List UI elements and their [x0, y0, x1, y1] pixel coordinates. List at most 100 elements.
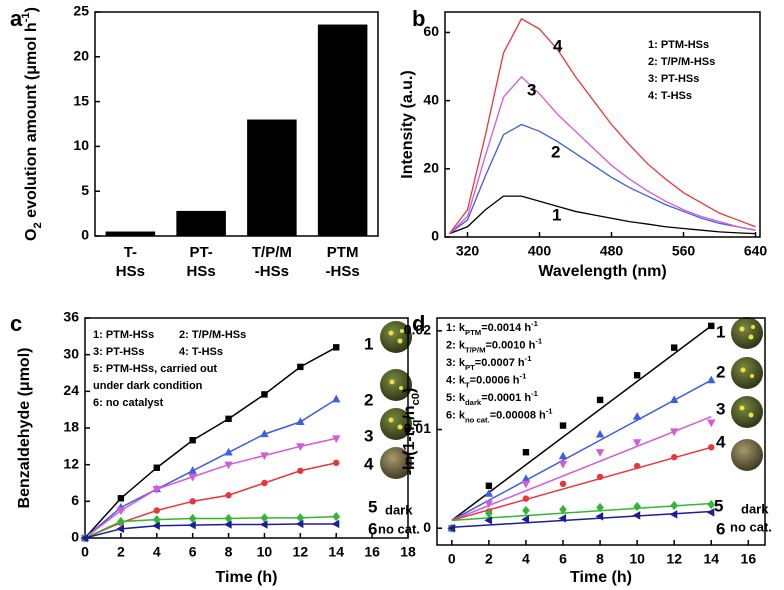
legend-entry: 1: PTM-HSs [93, 329, 155, 341]
marker [521, 480, 531, 489]
series-line [449, 75, 756, 235]
x-tick-label: 14 [703, 551, 719, 567]
legend-entry: 3: kPT=0.0007 h-1 [446, 354, 532, 372]
marker [670, 500, 679, 511]
marker [331, 435, 341, 443]
marker [260, 513, 269, 523]
y-axis-title: Benzaldehyde (μmol) [16, 348, 33, 509]
marker [116, 507, 126, 516]
marker [189, 437, 196, 444]
marker [117, 495, 125, 502]
marker [261, 391, 268, 398]
x-tick-label: 8 [596, 551, 604, 567]
x-tick-label: 12 [666, 551, 682, 567]
x-tick-label: HSs [116, 263, 145, 280]
marker [260, 452, 269, 461]
annotation: 3 [716, 399, 725, 418]
x-tick-label: 2 [117, 544, 125, 560]
marker [522, 495, 530, 502]
catalyst-images-c [380, 321, 412, 479]
marker [447, 523, 455, 533]
annotation: 4 [364, 454, 374, 473]
annotation: 1 [552, 205, 561, 224]
marker [224, 461, 233, 470]
catalyst-image [731, 439, 763, 471]
marker [153, 507, 160, 514]
marker [296, 443, 305, 451]
x-tick-label: PTM [327, 244, 359, 261]
text-part: -1 [520, 371, 528, 380]
marker [707, 419, 716, 428]
y-tick-label: 0 [423, 519, 431, 535]
annotation: no cat. [730, 519, 772, 534]
marker [188, 466, 197, 474]
x-tick-label: 6 [559, 551, 567, 567]
fit-line [451, 502, 712, 522]
annotation: 1 [716, 322, 725, 341]
marker [707, 499, 716, 510]
text-part: -1 [525, 354, 533, 363]
marker [331, 519, 340, 529]
marker [596, 396, 604, 404]
bar [247, 119, 297, 236]
panel-label: a [10, 6, 23, 31]
dot [388, 330, 394, 336]
dot [739, 326, 745, 332]
legend: 1: PTM-HSs 2: T/P/M-HSs 3: PT-HSs 4: T-HSs 5… [93, 327, 269, 412]
marker [116, 524, 124, 534]
dot [399, 386, 403, 390]
series-line [84, 398, 337, 539]
marker [669, 395, 679, 403]
annotation: 6 [368, 519, 377, 538]
marker [670, 453, 678, 461]
text-part: c0 [410, 393, 422, 405]
series-line [84, 437, 337, 539]
series-line [449, 123, 756, 235]
text-part: =0.0007 h [475, 357, 525, 369]
text-part: PTM [465, 328, 481, 337]
x-tick-label: 10 [257, 544, 273, 560]
series-line [84, 515, 337, 539]
marker [595, 449, 605, 457]
marker [189, 498, 196, 505]
bar [105, 231, 156, 236]
text-part: 4: k [446, 374, 466, 386]
text-part: T [465, 380, 470, 389]
text-part: =0.0014 h [481, 322, 531, 334]
panel-label: d [412, 311, 425, 336]
catalyst-images-d [731, 317, 763, 471]
marker [485, 482, 493, 489]
text-part: -1 [546, 406, 554, 415]
marker [559, 504, 567, 515]
y-tick-label: 10 [73, 137, 89, 153]
marker [261, 479, 268, 487]
plot-frame [94, 11, 379, 237]
y-axis-title: Intensity (a.u.) [399, 70, 416, 178]
legend-entry: 4: T-HSs [179, 346, 224, 358]
x-tick-label: 16 [741, 551, 757, 567]
text-part: -ln(1-n [401, 426, 418, 475]
y-tick-label: 0 [81, 227, 89, 243]
catalyst-image [380, 321, 412, 353]
legend-entry: 3: PT-HSs [93, 346, 145, 358]
marker [188, 520, 196, 530]
legend-entry: 6: kno cat.=0.00008 h-1 [446, 406, 553, 424]
text-part: 2: k [446, 339, 466, 351]
plot-frame [436, 317, 766, 546]
marker [596, 502, 604, 513]
text-part: =0.0001 h [481, 392, 531, 404]
dot [388, 417, 394, 423]
marker [152, 521, 160, 531]
annotation: 2 [364, 390, 373, 409]
marker [633, 462, 641, 470]
marker [595, 429, 605, 438]
y-tick-label: 24 [63, 382, 79, 398]
legend-entry: 1: kPTM=0.0014 h-1 [446, 319, 539, 337]
marker [259, 520, 268, 529]
x-tick-label: -HSs [255, 263, 289, 280]
marker [296, 417, 305, 425]
x-tick-label: 320 [456, 243, 480, 259]
marker [558, 514, 567, 523]
